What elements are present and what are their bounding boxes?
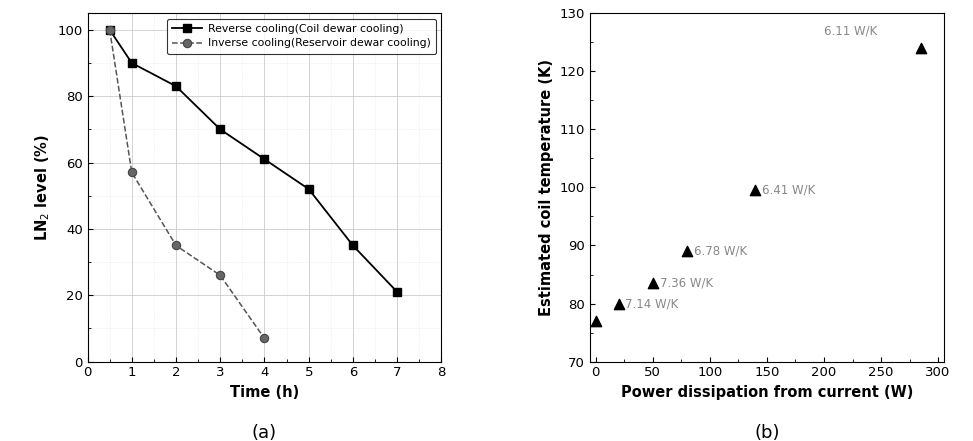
Inverse cooling(Reservoir dewar cooling) — [170, 243, 182, 248]
Reverse cooling(Coil dewar cooling) — [303, 187, 314, 192]
Point — [645, 280, 661, 287]
Y-axis label: LN$_2$ level (%): LN$_2$ level (%) — [33, 134, 52, 241]
Reverse cooling(Coil dewar cooling) — [259, 157, 270, 162]
Reverse cooling(Coil dewar cooling) — [126, 60, 137, 66]
Text: 6.78 W/K: 6.78 W/K — [694, 245, 747, 258]
Reverse cooling(Coil dewar cooling) — [104, 27, 116, 33]
X-axis label: Power dissipation from current (W): Power dissipation from current (W) — [621, 385, 913, 400]
Reverse cooling(Coil dewar cooling) — [214, 127, 226, 132]
Y-axis label: Estimated coil temperature (K): Estimated coil temperature (K) — [539, 59, 555, 316]
Line: Reverse cooling(Coil dewar cooling): Reverse cooling(Coil dewar cooling) — [106, 26, 401, 296]
Reverse cooling(Coil dewar cooling) — [391, 289, 403, 295]
Inverse cooling(Reservoir dewar cooling) — [214, 273, 226, 278]
Inverse cooling(Reservoir dewar cooling) — [259, 336, 270, 341]
Text: 7.36 W/K: 7.36 W/K — [660, 277, 713, 290]
Point — [747, 187, 763, 194]
Reverse cooling(Coil dewar cooling) — [347, 243, 359, 248]
Text: (b): (b) — [754, 424, 779, 441]
Text: 6.41 W/K: 6.41 W/K — [762, 184, 815, 197]
Legend: Reverse cooling(Coil dewar cooling), Inverse cooling(Reservoir dewar cooling): Reverse cooling(Coil dewar cooling), Inv… — [166, 19, 436, 54]
Point — [611, 300, 627, 307]
Point — [679, 248, 695, 255]
X-axis label: Time (h): Time (h) — [230, 385, 299, 400]
Text: 7.14 W/K: 7.14 W/K — [626, 297, 678, 310]
Inverse cooling(Reservoir dewar cooling) — [104, 27, 116, 33]
Reverse cooling(Coil dewar cooling) — [170, 84, 182, 89]
Point — [588, 318, 603, 325]
Text: 6.11 W/K: 6.11 W/K — [824, 24, 878, 37]
Inverse cooling(Reservoir dewar cooling) — [126, 170, 137, 175]
Text: (a): (a) — [252, 424, 277, 441]
Line: Inverse cooling(Reservoir dewar cooling): Inverse cooling(Reservoir dewar cooling) — [105, 26, 269, 343]
Point — [914, 45, 929, 52]
